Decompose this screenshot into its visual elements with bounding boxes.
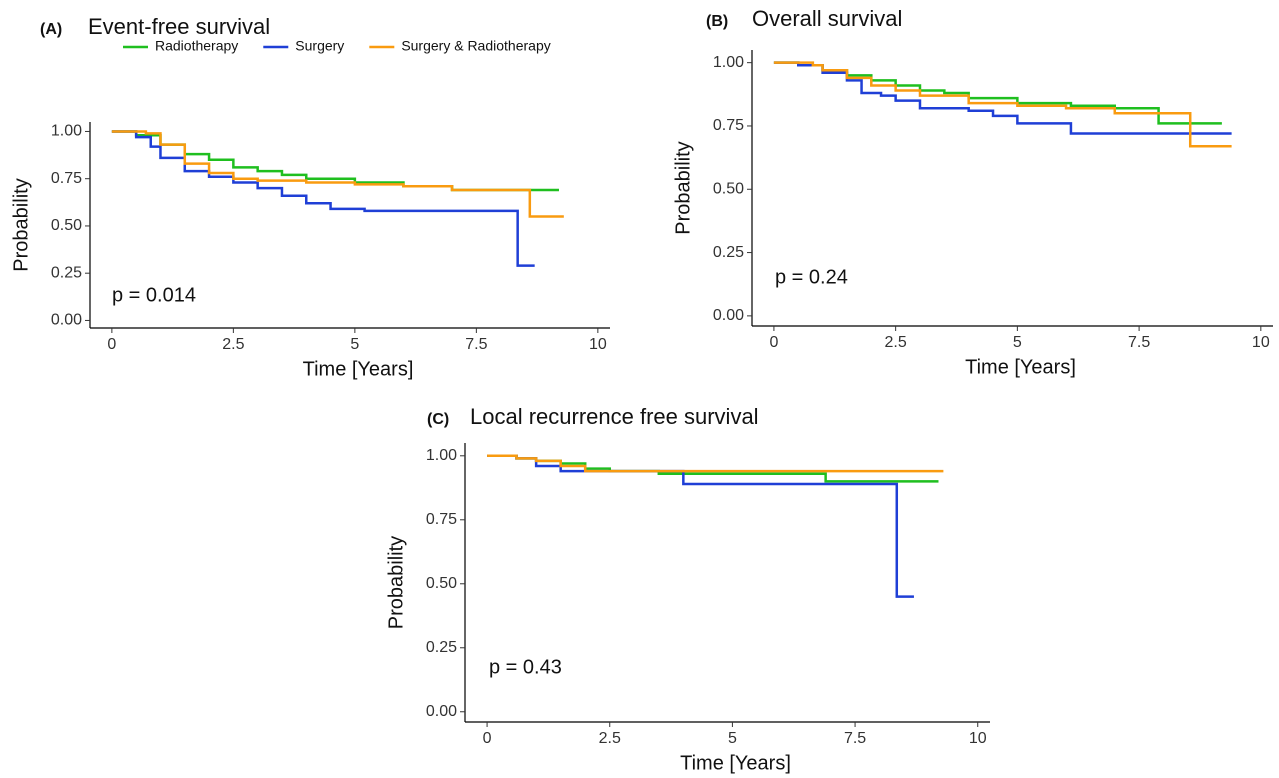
panel-title: Local recurrence free survival — [470, 404, 759, 429]
y-tick-label: 0.25 — [713, 244, 744, 261]
survival-curve — [773, 61, 1232, 135]
y-tick-label: 1.00 — [426, 447, 457, 464]
p-value: p = 0.014 — [112, 284, 196, 306]
y-tick-label: 0.75 — [51, 170, 82, 187]
survival-curve — [487, 454, 914, 598]
y-tick-label: 0.75 — [426, 511, 457, 528]
y-tick-label: 0.50 — [713, 180, 744, 197]
x-tick-label: 2.5 — [599, 730, 621, 747]
x-tick-label: 2.5 — [222, 336, 244, 353]
panel-label: (A) — [40, 21, 62, 38]
survival-curve — [111, 130, 535, 267]
survival-curve — [773, 61, 1232, 148]
legend-label: Surgery & Radiotherapy — [401, 38, 550, 54]
x-tick-label: 2.5 — [885, 334, 907, 351]
p-value: p = 0.43 — [489, 656, 562, 678]
legend-label: Radiotherapy — [155, 38, 238, 54]
x-tick-label: 10 — [1252, 334, 1270, 351]
y-tick-label: 0.00 — [426, 703, 457, 720]
y-axis-title: Probability — [385, 536, 407, 629]
x-tick-label: 10 — [969, 730, 987, 747]
panel-title: Overall survival — [752, 6, 902, 31]
x-axis-title: Time [Years] — [965, 356, 1076, 378]
x-tick-label: 5 — [728, 730, 737, 747]
panel-label: (C) — [427, 411, 449, 428]
y-tick-label: 0.75 — [713, 117, 744, 134]
p-value: p = 0.24 — [775, 266, 848, 288]
x-tick-label: 7.5 — [844, 730, 866, 747]
y-axis-title: Probability — [10, 178, 32, 271]
x-axis-title: Time [Years] — [680, 752, 791, 774]
y-tick-label: 0.25 — [426, 639, 457, 656]
x-tick-label: 10 — [589, 336, 607, 353]
x-tick-label: 5 — [350, 336, 359, 353]
x-tick-label: 0 — [483, 730, 492, 747]
y-tick-label: 1.00 — [713, 54, 744, 71]
legend-label: Surgery — [295, 38, 344, 54]
panel-label: (B) — [706, 13, 728, 30]
x-tick-label: 5 — [1013, 334, 1022, 351]
x-tick-label: 0 — [769, 334, 778, 351]
survival-curve — [111, 130, 564, 218]
x-tick-label: 7.5 — [465, 336, 487, 353]
x-axis-title: Time [Years] — [303, 358, 414, 380]
y-tick-label: 0.25 — [51, 264, 82, 281]
y-tick-label: 0.00 — [51, 312, 82, 329]
x-tick-label: 7.5 — [1128, 334, 1150, 351]
y-tick-label: 0.50 — [426, 575, 457, 592]
y-tick-label: 0.50 — [51, 217, 82, 234]
survival-curve — [487, 454, 944, 473]
x-tick-label: 0 — [107, 336, 116, 353]
y-axis-title: Probability — [672, 141, 694, 234]
y-tick-label: 0.00 — [713, 307, 744, 324]
y-tick-label: 1.00 — [51, 123, 82, 140]
survival-curve — [487, 454, 939, 483]
panel-title: Event-free survival — [88, 14, 270, 39]
